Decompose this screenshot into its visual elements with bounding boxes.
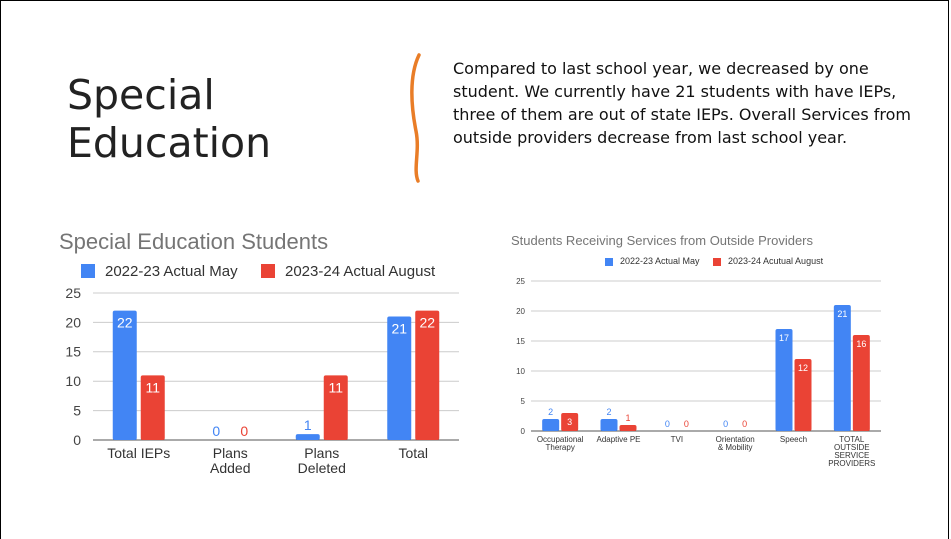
outside-providers-chart: Students Receiving Services from Outside… bbox=[511, 233, 881, 468]
y-tick-label: 20 bbox=[516, 307, 525, 316]
bar bbox=[323, 375, 348, 440]
data-label: 0 bbox=[665, 419, 670, 429]
data-label: 17 bbox=[779, 333, 789, 343]
legend-label-1: 2022-23 Actual May bbox=[620, 256, 700, 266]
x-tick-label: Speech bbox=[780, 435, 807, 444]
data-label: 11 bbox=[328, 379, 343, 395]
y-tick-label: 25 bbox=[516, 277, 525, 286]
x-tick-label: SERVICE bbox=[834, 451, 869, 460]
y-tick-label: 5 bbox=[521, 397, 526, 406]
data-label: 16 bbox=[856, 339, 866, 349]
bar bbox=[542, 419, 560, 431]
y-tick-label: 5 bbox=[73, 403, 81, 419]
legend-label-2: 2023-24 Actual August bbox=[285, 263, 436, 280]
data-label: 22 bbox=[117, 315, 133, 331]
slide-title-line1: Special bbox=[67, 71, 215, 119]
x-tick-label: Adaptive PE bbox=[596, 435, 640, 444]
y-tick-label: 15 bbox=[516, 337, 525, 346]
bar bbox=[833, 305, 851, 431]
data-label: 0 bbox=[684, 419, 689, 429]
x-tick-label: TOTAL bbox=[839, 435, 865, 444]
x-tick-label: Occupational bbox=[537, 435, 584, 444]
special-education-students-chart: Special Education Students 2022-23 Actual… bbox=[59, 229, 459, 476]
slide-title: Special Education bbox=[67, 71, 271, 167]
x-tick-label: Added bbox=[210, 460, 250, 476]
data-label: 2 bbox=[548, 407, 553, 417]
data-label: 2 bbox=[606, 407, 611, 417]
data-label: 0 bbox=[240, 423, 248, 439]
bar bbox=[775, 329, 793, 431]
x-tick-label: TVI bbox=[671, 435, 683, 444]
legend-swatch-1 bbox=[81, 264, 95, 278]
data-label: 1 bbox=[304, 417, 312, 433]
x-tick-label: Plans bbox=[304, 445, 339, 461]
bar bbox=[295, 434, 320, 440]
bar bbox=[619, 425, 637, 431]
slide-title-line2: Education bbox=[67, 119, 272, 167]
legend-swatch-1 bbox=[605, 258, 613, 266]
bar bbox=[852, 335, 870, 431]
data-label: 21 bbox=[837, 309, 847, 319]
y-tick-label: 10 bbox=[516, 367, 525, 376]
x-tick-label: Plans bbox=[213, 445, 248, 461]
bar bbox=[140, 375, 165, 440]
data-label: 0 bbox=[723, 419, 728, 429]
data-label: 0 bbox=[742, 419, 747, 429]
y-tick-label: 25 bbox=[65, 285, 81, 301]
bar bbox=[794, 359, 812, 431]
data-label: 1 bbox=[625, 413, 630, 423]
legend-swatch-2 bbox=[261, 264, 275, 278]
x-tick-label: OUTSIDE bbox=[834, 443, 870, 452]
data-label: 22 bbox=[419, 315, 435, 331]
data-label: 12 bbox=[798, 363, 808, 373]
bar bbox=[600, 419, 618, 431]
chart-title: Special Education Students bbox=[59, 229, 328, 254]
bar bbox=[387, 316, 412, 440]
orange-divider bbox=[410, 53, 421, 183]
y-tick-label: 15 bbox=[65, 344, 81, 360]
x-tick-label: & Mobility bbox=[718, 443, 753, 452]
x-tick-label: PROVIDERS bbox=[828, 459, 875, 468]
x-tick-label: Therapy bbox=[545, 443, 574, 452]
y-tick-label: 10 bbox=[65, 373, 81, 389]
data-label: 11 bbox=[145, 379, 160, 395]
y-tick-label: 0 bbox=[73, 432, 81, 448]
data-label: 3 bbox=[567, 417, 572, 427]
data-label: 21 bbox=[391, 321, 407, 337]
y-tick-label: 0 bbox=[521, 427, 526, 436]
legend-label-2: 2023-24 Acutual August bbox=[728, 256, 824, 266]
legend-swatch-2 bbox=[713, 258, 721, 266]
summary-text: Compared to last school year, we decreas… bbox=[453, 59, 911, 147]
bar bbox=[561, 413, 579, 431]
legend-label-1: 2022-23 Actual May bbox=[105, 263, 238, 280]
data-label: 0 bbox=[212, 423, 220, 439]
y-tick-label: 20 bbox=[65, 314, 81, 330]
x-tick-label: Total bbox=[398, 445, 428, 461]
x-tick-label: Deleted bbox=[298, 460, 346, 476]
x-tick-label: Total IEPs bbox=[107, 445, 170, 461]
bar bbox=[112, 310, 137, 440]
chart-title: Students Receiving Services from Outside… bbox=[511, 233, 814, 248]
bar bbox=[415, 310, 440, 440]
x-tick-label: Orientation bbox=[716, 435, 755, 444]
